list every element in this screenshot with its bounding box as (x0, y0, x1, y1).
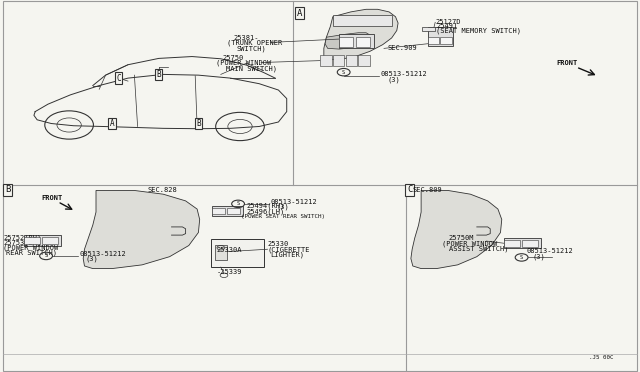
Text: A: A (109, 119, 115, 128)
Bar (320, 55, 332, 66)
Text: (3): (3) (276, 203, 289, 210)
Text: 25491: 25491 (436, 23, 458, 29)
Bar (24, 237, 40, 244)
Text: (3): (3) (532, 253, 545, 260)
Text: .J5 00C: .J5 00C (589, 355, 613, 360)
Bar (333, 55, 344, 66)
Bar (356, 37, 370, 46)
Text: 25496(LH): 25496(LH) (246, 208, 285, 215)
Text: 25494(RH): 25494(RH) (246, 203, 285, 209)
Text: 25750M: 25750M (448, 235, 474, 241)
Text: 25330A: 25330A (216, 247, 242, 253)
Text: 25753(LH): 25753(LH) (3, 239, 42, 246)
Text: 08513-51212: 08513-51212 (270, 199, 317, 205)
Polygon shape (324, 9, 398, 60)
Bar (422, 27, 435, 31)
Text: C: C (407, 185, 412, 194)
Text: (SEAT MEMORY SWITCH): (SEAT MEMORY SWITCH) (436, 28, 522, 35)
Bar (339, 34, 374, 48)
Bar (212, 206, 243, 216)
Text: MAIN SWITCH): MAIN SWITCH) (226, 65, 277, 72)
Text: SEC.809: SEC.809 (413, 187, 442, 193)
Bar (428, 27, 453, 46)
Bar (215, 245, 227, 260)
Text: 08513-51212: 08513-51212 (381, 71, 428, 77)
Text: (POWER WINDOW: (POWER WINDOW (3, 244, 58, 251)
Text: C: C (116, 74, 121, 83)
Text: (3): (3) (387, 76, 400, 83)
Text: FRONT: FRONT (557, 60, 578, 66)
Text: S: S (342, 70, 345, 75)
Text: ASSIST SWITCH): ASSIST SWITCH) (449, 245, 509, 252)
Bar (522, 240, 538, 247)
Bar (504, 238, 541, 248)
Bar (428, 37, 439, 44)
Text: -25339: -25339 (216, 269, 242, 275)
Bar (504, 240, 520, 247)
Text: SWITCH): SWITCH) (237, 45, 266, 52)
Text: 08513-51212: 08513-51212 (79, 251, 126, 257)
Text: LIGHTER): LIGHTER) (270, 251, 304, 258)
Text: (CIGERETTE: (CIGERETTE (268, 246, 310, 253)
Text: (TRUNK OPENER: (TRUNK OPENER (227, 40, 282, 46)
Text: 25330: 25330 (268, 241, 289, 247)
Text: (POWER WINDOW: (POWER WINDOW (216, 60, 271, 67)
Text: 25381-: 25381- (234, 35, 259, 41)
Bar (212, 208, 225, 214)
Text: B: B (196, 119, 201, 128)
Text: A: A (297, 9, 302, 17)
Text: SEC.828: SEC.828 (147, 187, 177, 193)
Text: (3): (3) (86, 256, 99, 262)
Bar (339, 37, 353, 46)
Bar (42, 237, 58, 244)
Text: B: B (156, 70, 161, 79)
Bar (358, 55, 370, 66)
Text: 25752(RH): 25752(RH) (3, 234, 42, 241)
Polygon shape (83, 190, 200, 269)
Text: 08513-51212: 08513-51212 (526, 248, 573, 254)
Polygon shape (325, 33, 370, 49)
Bar (211, 239, 264, 267)
Polygon shape (411, 190, 502, 269)
Bar (227, 208, 240, 214)
Bar (440, 37, 452, 44)
Text: B: B (5, 185, 10, 194)
Text: 25127D: 25127D (435, 19, 461, 25)
Bar (333, 15, 392, 26)
Bar (24, 235, 61, 246)
Text: S: S (45, 253, 47, 259)
Text: 25750: 25750 (223, 55, 244, 61)
Text: (POWER SEAT REAR SWITCH): (POWER SEAT REAR SWITCH) (241, 214, 325, 219)
Text: S: S (237, 201, 239, 206)
Bar (346, 55, 357, 66)
Text: REAR SWITCH): REAR SWITCH) (6, 250, 57, 256)
Text: S: S (520, 255, 523, 260)
Text: SEC.909: SEC.909 (387, 45, 417, 51)
Text: (POWER WINDOW: (POWER WINDOW (442, 240, 497, 247)
Text: FRONT: FRONT (42, 195, 63, 201)
